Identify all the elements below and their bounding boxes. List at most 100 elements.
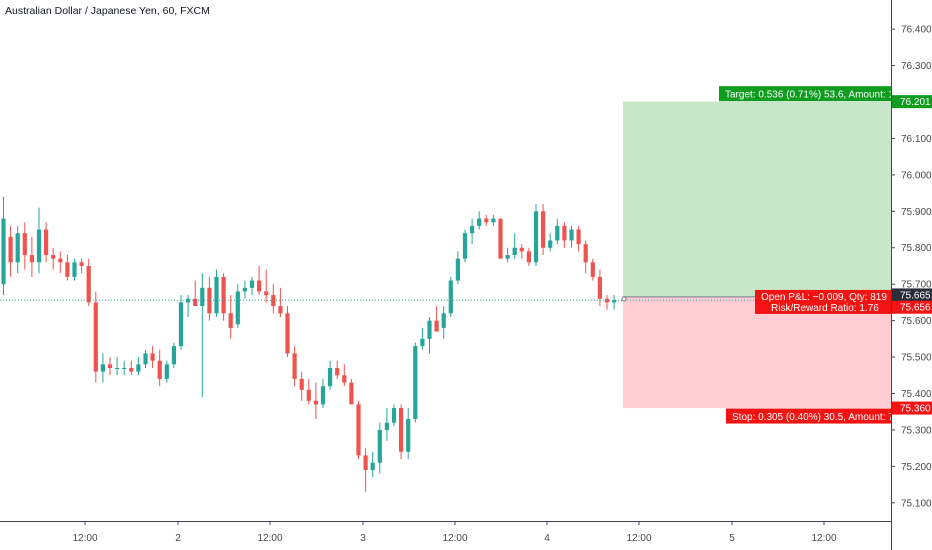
candle-body [264,291,269,296]
candle-body [384,422,389,430]
candle-body [569,229,574,241]
price-tick-label: 76.000 [901,170,932,181]
candle-body [136,364,141,372]
target-label: Target: 0.536 (0.71%) 53.6, Amount: 14 [719,86,900,102]
candle-body [36,229,42,263]
candle-body [65,262,70,277]
candle-body [235,291,240,325]
pnl-text: Open P&L: −0.009, Qty: 819 [761,292,887,303]
candle-body [242,287,247,292]
entry-price-tag-bg [892,288,932,302]
candles-group [1,196,617,492]
candle-body [214,276,219,314]
candle-body [257,280,262,292]
candle-body [157,360,162,379]
price-axis[interactable]: 75.100 75.200 75.300 75.400 75.500 75.600 75.7… [891,0,932,550]
candle-body [562,225,567,241]
time-tick-label: 12:00 [442,533,467,544]
candle-body [193,298,198,307]
time-tick-label: 12:00 [811,533,836,544]
candle-body [441,313,446,328]
candle-body [391,408,397,423]
candle-body [228,313,233,328]
stop-label: Stop: 0.305 (0.40%) 30.5, Amount: 7 [726,408,894,424]
symbol-title: Australian Dollar / Japanese Yen, 60, FX… [5,5,210,17]
candle-body [285,313,290,354]
candle-body [448,280,453,314]
candle-body [413,346,418,419]
pnl-box [755,289,891,314]
candle-body [335,367,340,376]
candle-body [44,229,49,256]
candle-body [320,386,326,405]
candle-body [462,233,468,259]
candle-body [313,400,318,405]
candle-body [299,378,304,390]
price-tick-label: 75.100 [901,498,932,509]
price-axis-bg [891,0,932,550]
candle-body [349,382,354,405]
stop-price-tag: 75.360 [900,404,931,415]
candle-body [86,265,91,303]
candle-body [406,418,411,452]
candle-body [72,262,77,277]
candle-body [107,364,113,368]
price-tick-label: 75.400 [901,389,932,400]
price-tick-label: 76.300 [901,61,932,72]
candle-body [150,353,155,361]
stop-price-tag-bg [892,401,932,415]
ratio-text: Risk/Reward Ratio: 1.76 [771,303,879,314]
candle-body [278,306,283,314]
candle-body [171,346,176,365]
candle-body [512,247,517,256]
candle-body [356,404,361,456]
target-price-tag-bg [892,95,932,109]
price-tick-label: 75.600 [901,316,932,327]
time-tick-label: 3 [360,533,366,544]
candle-body [455,258,460,281]
price-tick-label: 75.200 [901,462,932,473]
time-axis[interactable]: 12:00 2 12:00 3 12:00 4 12:00 5 12:00 [0,521,891,550]
candle-body [526,251,531,263]
candle-body [8,236,13,263]
candle-body [505,255,510,259]
candle-body [207,287,212,314]
current-price-tag: 75.656 [900,303,931,314]
time-tick-label: 5 [729,533,735,544]
price-tick-label: 76.100 [901,134,932,145]
candle-body [51,255,56,259]
candle-body [342,375,347,383]
candle-body [491,218,496,223]
candle-body [519,247,524,252]
target-price-tag: 76.201 [900,97,931,108]
candle-body [541,211,546,248]
candle-body [306,389,311,401]
time-tick-label: 12:00 [257,533,282,544]
candle-body [328,367,333,387]
stop-zone [623,296,891,409]
position-overlay: Target: 0.536 (0.71%) 53.6, Amount: 14 St… [0,86,900,424]
candle-body [164,364,169,379]
price-tick-label: 76.400 [901,25,932,36]
candle-body [434,320,439,332]
target-label-text: Target: 0.536 (0.71%) 53.6, Amount: 14 [725,90,900,101]
candle-body [555,225,560,241]
candle-body [93,302,98,372]
candle-body [143,353,148,365]
candle-body [115,367,120,369]
time-axis-bg [0,521,891,550]
candle-body [249,280,255,288]
time-tick-label: 12:00 [72,533,97,544]
candle-body [29,255,34,263]
candle-body [590,262,595,277]
candle-body [533,211,539,263]
price-tick-label: 75.800 [901,243,932,254]
candle-body [1,218,6,285]
candle-body [583,244,588,263]
price-tick-label: 75.300 [901,425,932,436]
candle-body [100,364,105,372]
candle-body [399,408,404,452]
candle-body [58,258,63,263]
